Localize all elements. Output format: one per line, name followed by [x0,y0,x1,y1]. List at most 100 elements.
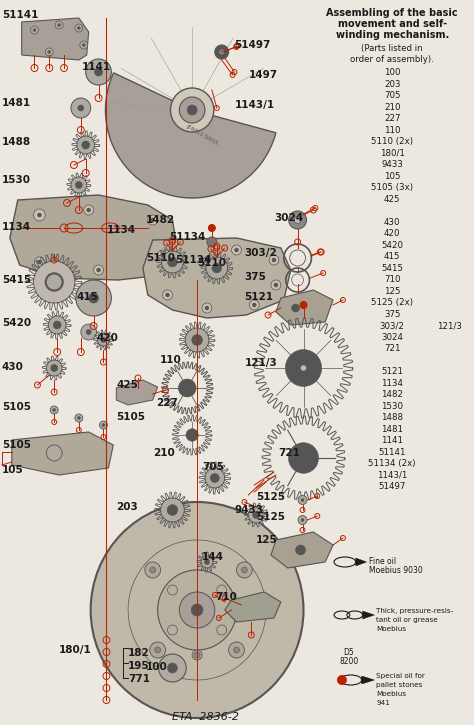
Circle shape [187,105,197,115]
Circle shape [80,41,88,49]
Text: Moebius: Moebius [376,691,407,697]
Circle shape [165,293,170,297]
Polygon shape [363,611,374,619]
Circle shape [53,408,55,412]
Text: 121/3: 121/3 [437,321,462,330]
Polygon shape [356,558,366,566]
Text: Thick, pressure-resis-: Thick, pressure-resis- [376,608,454,614]
Text: 420: 420 [97,333,118,343]
Circle shape [58,23,61,27]
Circle shape [165,253,170,257]
Circle shape [145,562,161,578]
Text: 105: 105 [384,172,401,181]
Text: 180/1: 180/1 [380,149,405,157]
Circle shape [167,625,177,635]
Circle shape [206,257,228,279]
Circle shape [301,518,304,521]
Circle shape [204,559,210,565]
Text: 125: 125 [256,535,278,545]
Circle shape [228,642,245,658]
Circle shape [274,283,278,287]
Circle shape [82,44,85,46]
Text: 5415: 5415 [381,263,403,273]
Circle shape [89,293,99,303]
Circle shape [296,545,305,555]
Circle shape [46,274,62,290]
Circle shape [48,51,51,54]
Circle shape [46,48,53,56]
Circle shape [34,261,75,303]
Circle shape [171,88,214,132]
Text: 105: 105 [2,465,24,475]
Circle shape [212,263,222,273]
Text: ETA  2836-2: ETA 2836-2 [173,712,239,722]
Circle shape [298,452,310,464]
Circle shape [298,515,307,524]
Circle shape [271,280,281,290]
Circle shape [30,26,38,34]
Text: 100: 100 [146,662,168,672]
Text: 144: 144 [202,552,224,562]
Text: 5105: 5105 [2,440,31,450]
Circle shape [207,237,217,247]
Circle shape [167,505,178,515]
Circle shape [294,217,301,223]
Circle shape [84,205,93,215]
Text: 182: 182 [128,648,150,658]
Text: 5110 (2x): 5110 (2x) [371,137,413,146]
Circle shape [234,647,239,653]
Circle shape [86,59,111,85]
Circle shape [337,676,346,684]
Text: Moebius: Moebius [376,626,407,632]
Circle shape [253,511,260,518]
Circle shape [192,335,202,345]
Circle shape [151,218,155,222]
Text: 430: 430 [384,218,401,226]
Text: order of assembly).: order of assembly). [350,55,434,64]
Circle shape [150,567,155,573]
Text: 110: 110 [384,125,401,135]
Circle shape [37,213,41,217]
Text: 203: 203 [384,80,401,88]
Text: 5105 (3x): 5105 (3x) [371,183,413,192]
Circle shape [71,98,91,118]
Circle shape [211,474,219,482]
Text: movement and self-: movement and self- [337,19,447,29]
Text: 203: 203 [116,502,138,512]
Text: 5105: 5105 [116,412,145,422]
Circle shape [148,215,158,225]
Text: winding mechanism.: winding mechanism. [336,30,449,40]
Text: 9433: 9433 [381,160,403,169]
Text: 51141: 51141 [2,10,38,20]
Circle shape [272,258,276,262]
Circle shape [167,663,177,673]
Circle shape [205,468,225,488]
Circle shape [75,414,83,422]
Text: 1482: 1482 [146,215,175,225]
Circle shape [162,251,183,273]
Circle shape [46,445,62,461]
Text: D5: D5 [344,648,354,657]
Circle shape [158,250,167,260]
Text: 8200: 8200 [339,657,358,666]
Text: 303/2: 303/2 [245,248,277,258]
Text: 1141: 1141 [381,436,403,445]
Text: 430: 430 [2,362,24,372]
Text: 425: 425 [384,194,401,204]
Text: 705: 705 [384,91,401,100]
Text: 375: 375 [384,310,401,318]
Circle shape [95,68,102,76]
Circle shape [217,585,227,595]
Circle shape [161,253,164,257]
Circle shape [75,181,82,188]
Text: 3024: 3024 [381,333,403,341]
Circle shape [210,473,219,483]
Circle shape [45,273,64,291]
Text: 1143/1: 1143/1 [377,471,407,479]
Circle shape [185,328,209,352]
Circle shape [33,28,36,31]
Circle shape [202,303,212,313]
Circle shape [158,570,237,650]
Circle shape [76,280,111,316]
Text: 51134: 51134 [175,255,212,265]
